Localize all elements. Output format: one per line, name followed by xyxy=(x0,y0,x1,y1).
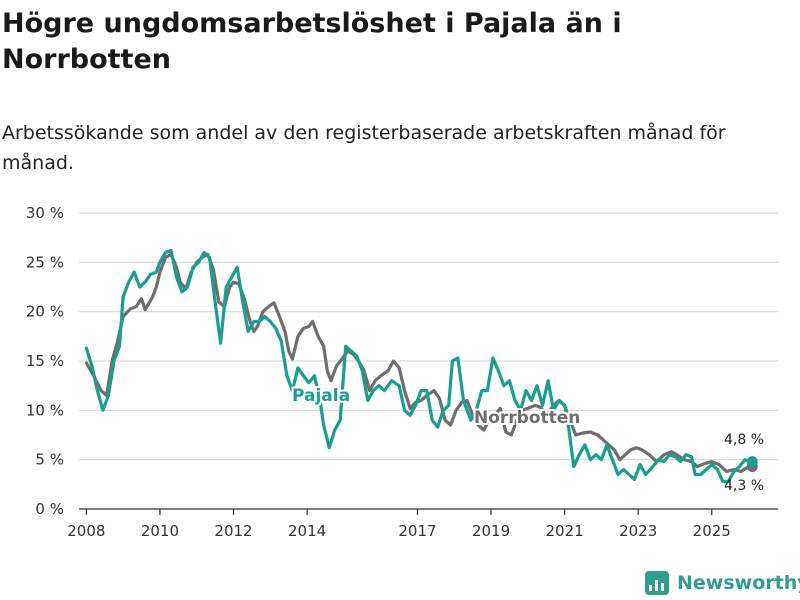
series-line-pajala xyxy=(84,248,754,483)
series-labels: Pajala Norrbotten 4,8 % 4,3 % xyxy=(290,384,764,494)
grid-lines xyxy=(79,212,778,461)
end-value-label-pajala: 4,8 % xyxy=(724,432,764,448)
x-tick-label: 2008 xyxy=(67,522,105,540)
x-tick-label: 2023 xyxy=(619,522,657,540)
x-axis: 2008 2010 2012 2014 2017 2019 2021 2023 2025 xyxy=(67,508,778,540)
y-tick-label: 10 % xyxy=(26,401,64,419)
x-tick-label: 2017 xyxy=(398,522,436,540)
y-tick-label: 15 % xyxy=(26,352,64,370)
y-tick-label: 20 % xyxy=(26,303,64,321)
x-tick-label: 2021 xyxy=(546,522,584,540)
chart-title: Högre ungdomsarbetslöshet i Pajala än i … xyxy=(2,8,622,75)
brand-name: Newsworthy xyxy=(677,572,800,594)
series-label-pajala: Pajala xyxy=(292,386,350,406)
x-tick-label: 2025 xyxy=(693,522,731,540)
y-tick-label: 0 % xyxy=(35,500,64,518)
y-tick-label: 5 % xyxy=(35,451,64,469)
brand-logo: Newsworthy xyxy=(645,568,800,598)
x-tick-label: 2014 xyxy=(288,522,326,540)
y-tick-label: 30 % xyxy=(26,204,64,222)
x-tick-label: 2019 xyxy=(472,522,510,540)
end-point-pajala xyxy=(746,456,758,468)
series-label-norrbotten: Norrbotten xyxy=(474,408,580,428)
x-tick-label: 2010 xyxy=(141,522,179,540)
bar-chart-icon xyxy=(645,571,669,595)
end-value-label-norrbotten: 4,3 % xyxy=(724,478,764,494)
x-tick-label: 2012 xyxy=(214,522,252,540)
y-tick-label: 25 % xyxy=(26,253,64,271)
y-axis-ticks: 0 % 5 % 10 % 15 % 20 % 25 % 30 % xyxy=(26,204,64,518)
chart-subtitle: Arbetssökande som andel av den registerb… xyxy=(2,122,726,174)
series-lines xyxy=(84,248,758,483)
